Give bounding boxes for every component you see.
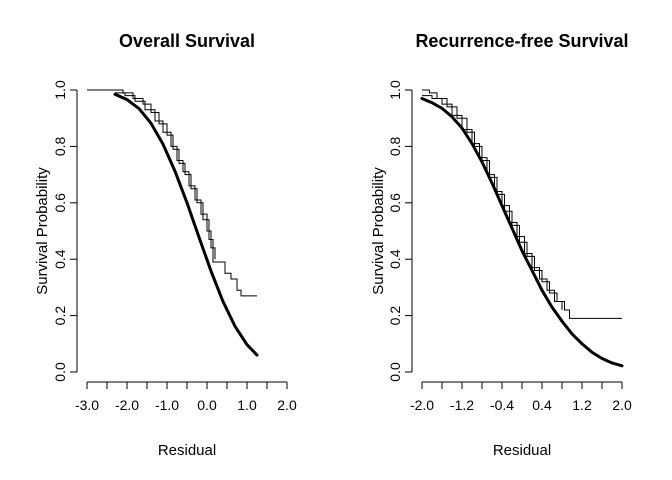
chart-title: Recurrence-free Survival [415, 31, 628, 51]
y-axis-label: Survival Probability [370, 167, 387, 295]
km-step-curve [422, 89, 622, 319]
x-tick-label: 0.4 [532, 397, 552, 413]
y-tick-label: 0.8 [387, 136, 403, 156]
x-axis: -3.0 -2.0 -1.0 0.0 1.0 2.0 [75, 381, 297, 413]
y-tick-label: 1.0 [387, 80, 403, 100]
y-tick-label: 0.0 [52, 362, 68, 382]
overall-survival-panel: Overall Survival Residual Survival Proba… [34, 31, 297, 459]
y-tick-label: 0.6 [387, 193, 403, 213]
x-tick-label: 2.0 [277, 397, 297, 413]
x-tick-label: 0.0 [197, 397, 217, 413]
y-tick-label: 0.0 [387, 362, 403, 382]
x-axis-label: Residual [158, 442, 216, 459]
x-tick-label: -2.0 [115, 397, 139, 413]
y-tick-label: 0.2 [52, 306, 68, 326]
y-tick-label: 0.8 [52, 136, 68, 156]
y-tick-label: 0.4 [387, 249, 403, 269]
chart-title: Overall Survival [119, 31, 255, 51]
x-tick-label: 1.2 [572, 397, 592, 413]
y-tick-label: 0.4 [52, 249, 68, 269]
y-axis: 0.0 0.2 0.4 0.6 0.8 1.0 [387, 80, 413, 382]
x-tick-label: -0.4 [490, 397, 514, 413]
x-tick-label: 2.0 [612, 397, 632, 413]
km-step-curve [87, 89, 257, 297]
x-tick-label: -1.0 [155, 397, 179, 413]
y-tick-label: 0.2 [387, 306, 403, 326]
y-axis-label: Survival Probability [34, 167, 51, 295]
x-axis: -2.0 -1.2 -0.4 0.4 1.2 2.0 [410, 381, 632, 413]
x-axis-label: Residual [493, 442, 551, 459]
x-tick-label: -1.2 [450, 397, 474, 413]
y-tick-label: 1.0 [52, 80, 68, 100]
x-tick-label: -3.0 [75, 397, 99, 413]
fitted-curve-line [420, 96, 624, 368]
recurrence-free-survival-panel: Recurrence-free Survival Residual Surviv… [370, 31, 632, 459]
fitted-survival-curve [420, 96, 624, 368]
km-step-curve [422, 95, 563, 310]
kaplan-meier-curves [422, 89, 622, 319]
fitted-survival-curve [113, 92, 259, 357]
km-step-curve [115, 92, 216, 260]
y-tick-label: 0.6 [52, 193, 68, 213]
x-tick-label: -2.0 [410, 397, 434, 413]
y-axis: 0.0 0.2 0.4 0.6 0.8 1.0 [52, 80, 78, 382]
fitted-curve-line [113, 92, 259, 357]
kaplan-meier-curves [87, 89, 257, 297]
x-tick-label: 1.0 [237, 397, 257, 413]
